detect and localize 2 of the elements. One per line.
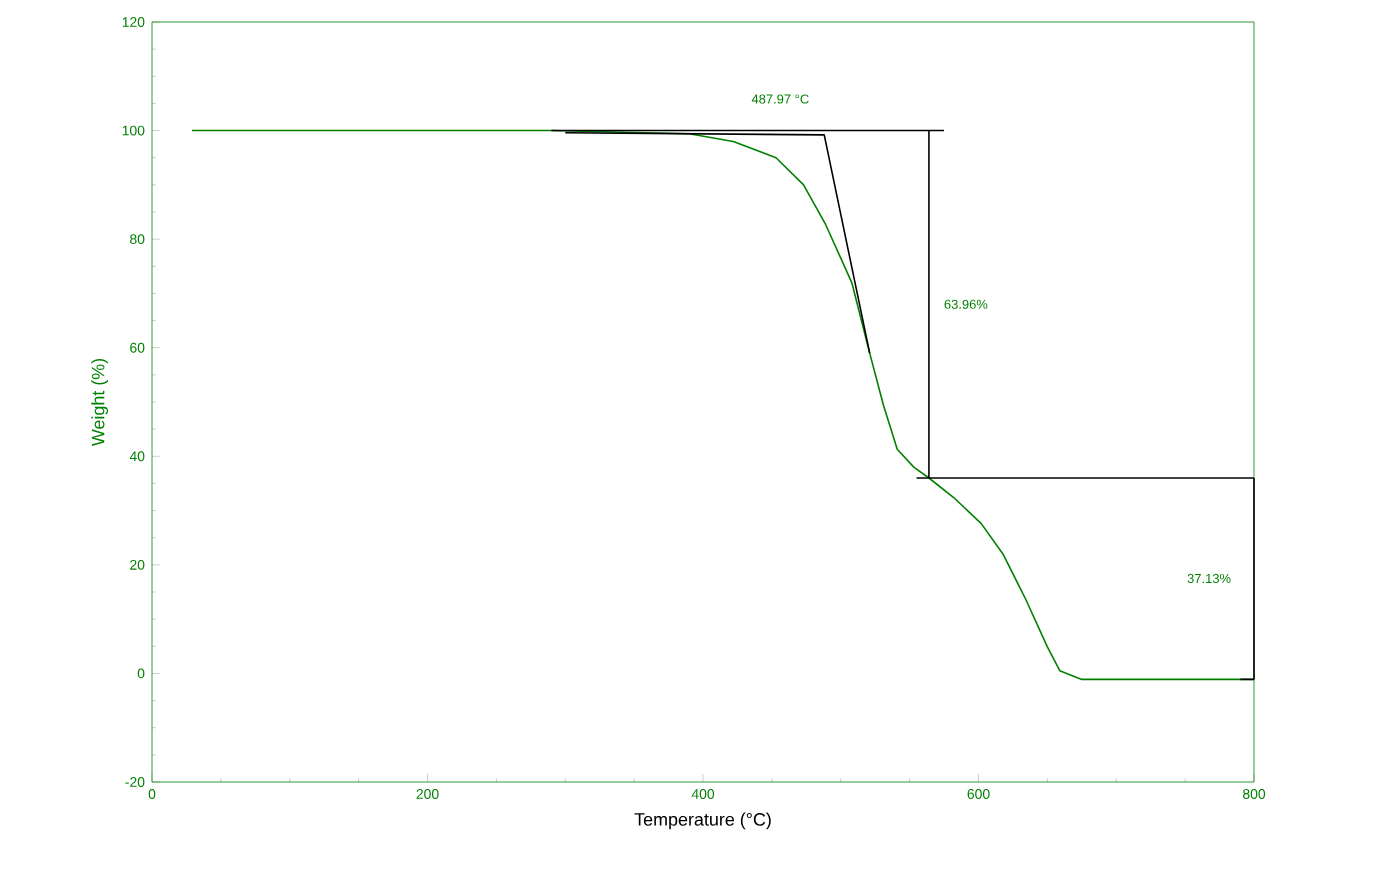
y-axis-title: Weight (%) — [91, 358, 109, 447]
x-axis-title: Temperature (°C) — [634, 812, 771, 830]
